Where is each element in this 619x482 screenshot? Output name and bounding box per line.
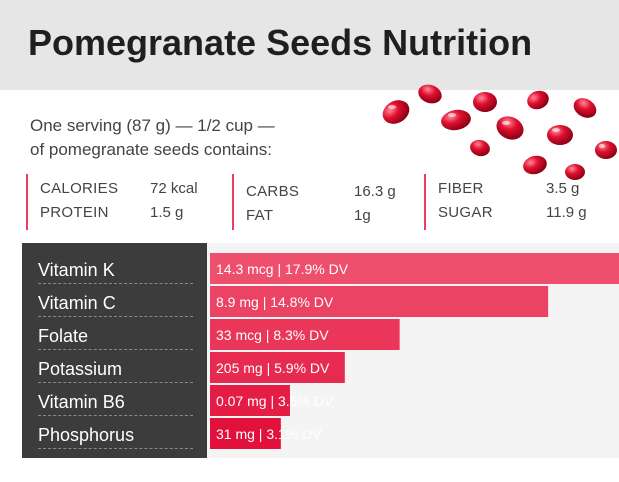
macro-label: SUGAR — [438, 204, 493, 221]
macro-group-carbs-fat: CARBS 16.3 g FAT 1g — [232, 174, 419, 230]
nutrient-label: Vitamin B6 — [38, 389, 193, 416]
bar-potassium — [210, 352, 345, 383]
nutrient-label: Vitamin C — [38, 290, 193, 317]
macro-label: FIBER — [438, 180, 484, 197]
pomegranate-seeds-icon — [382, 84, 617, 180]
macro-label: CALORIES — [40, 180, 119, 197]
bar-value-label: 31 mg | 3.1% DV — [216, 426, 322, 442]
macro-group-fiber-sugar: FIBER 3.5 g SUGAR 11.9 g — [424, 174, 606, 230]
nutrient-label: Potassium — [38, 356, 193, 383]
bar-folate — [210, 319, 400, 350]
macro-label: CARBS — [246, 183, 300, 200]
bar-value-label: 8.9 mg | 14.8% DV — [216, 294, 334, 310]
macro-value: 11.9 g — [546, 204, 587, 221]
bar-value-label: 33 mcg | 8.3% DV — [216, 327, 329, 343]
macro-value: 16.3 g — [354, 183, 396, 200]
nutrient-label-panel: Vitamin K Vitamin C Folate Potassium Vitamin… — [22, 243, 207, 458]
nutrient-label: Folate — [38, 323, 193, 350]
macro-value: 1.5 g — [150, 204, 184, 221]
serving-line-1: One serving (87 g) — 1/2 cup — — [30, 116, 275, 135]
bar-value-label: 205 mg | 5.9% DV — [216, 360, 330, 376]
macro-value: 1g — [354, 207, 371, 224]
nutrient-label: Phosphorus — [38, 422, 193, 449]
serving-line-2: of pomegranate seeds contains: — [30, 140, 272, 159]
serving-description: One serving (87 g) — 1/2 cup — of pomegr… — [30, 114, 275, 162]
macro-value: 72 kcal — [150, 180, 198, 197]
macro-label: PROTEIN — [40, 204, 109, 221]
bar-value-label: 14.3 mcg | 17.9% DV — [216, 261, 349, 277]
macro-label: FAT — [246, 207, 274, 224]
header-band — [0, 0, 619, 90]
nutrient-label: Vitamin K — [38, 257, 193, 284]
bar-vitamin-b6 — [210, 385, 290, 416]
macro-value: 3.5 g — [546, 180, 580, 197]
bar-phosphorus — [210, 418, 281, 449]
macro-group-calories-protein: CALORIES 72 kcal PROTEIN 1.5 g — [26, 174, 218, 230]
bar-value-label: 0.07 mg | 3.5% DV — [216, 393, 334, 409]
page-title: Pomegranate Seeds Nutrition — [28, 22, 533, 63]
bar-vitamin-k — [210, 253, 619, 284]
bar-vitamin-c — [210, 286, 549, 317]
